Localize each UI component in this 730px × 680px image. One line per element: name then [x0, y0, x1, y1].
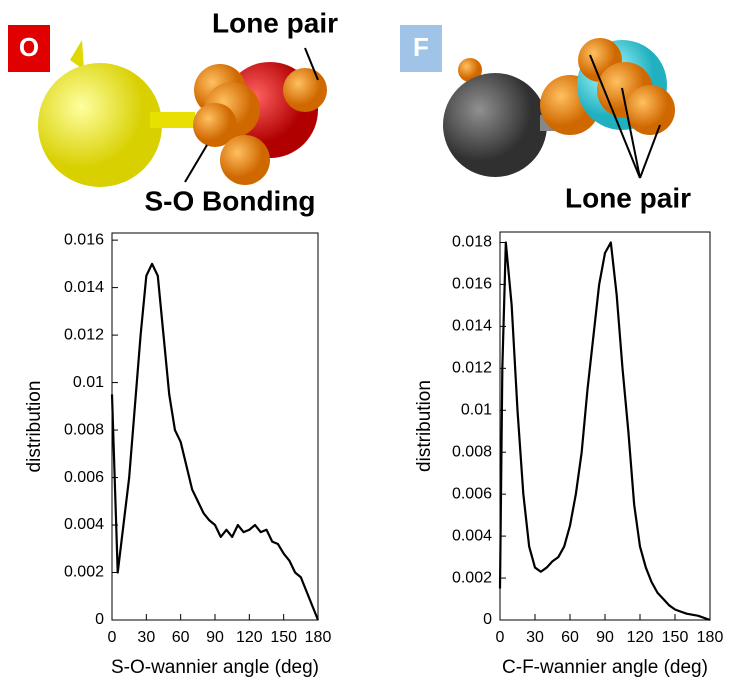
y-tick-label: 0 — [95, 611, 104, 628]
y-axis-label: distribution — [414, 380, 435, 472]
x-tick-label: 60 — [561, 629, 579, 646]
x-tick-label: 120 — [236, 629, 263, 646]
x-tick-label: 0 — [108, 629, 117, 646]
y-tick-label: 0.002 — [64, 564, 104, 581]
label-badge — [400, 25, 442, 72]
x-tick-label: 90 — [596, 629, 614, 646]
x-tick-label: 150 — [662, 629, 689, 646]
y-axis-label: distribution — [24, 381, 45, 473]
molecule-so — [38, 40, 327, 187]
x-tick-label: 0 — [496, 629, 505, 646]
annotation: Lone pair — [565, 182, 691, 213]
x-tick-label: 30 — [526, 629, 544, 646]
y-tick-label: 0 — [483, 611, 492, 628]
annotation: S-O Bonding — [144, 185, 315, 216]
plot-frame — [111, 232, 319, 621]
y-tick-label: 0.004 — [64, 516, 104, 533]
y-tick-label: 0.006 — [452, 485, 492, 502]
y-tick-label: 0.01 — [461, 401, 492, 418]
data-line — [498, 241, 711, 622]
y-tick-label: 0.012 — [64, 326, 104, 343]
panel-label: F — [413, 32, 429, 62]
y-tick-label: 0.018 — [452, 234, 492, 251]
y-tick-label: 0.01 — [73, 374, 104, 391]
x-tick-label: 120 — [627, 629, 654, 646]
annotation: Lone pair — [212, 7, 338, 38]
x-tick-label: 90 — [206, 629, 224, 646]
plot-frame — [499, 231, 711, 621]
x-tick-label: 150 — [270, 629, 297, 646]
label-badge — [8, 25, 50, 72]
x-tick-label: 180 — [305, 629, 332, 646]
y-tick-label: 0.012 — [452, 360, 492, 377]
y-tick-label: 0.008 — [64, 421, 104, 438]
y-tick-label: 0.008 — [452, 443, 492, 460]
y-tick-label: 0.004 — [452, 527, 492, 544]
y-tick-label: 0.014 — [452, 318, 492, 335]
x-tick-label: 30 — [137, 629, 155, 646]
x-axis-label: C-F-wannier angle (deg) — [502, 657, 708, 678]
x-tick-label: 180 — [697, 629, 724, 646]
y-tick-label: 0.002 — [452, 569, 492, 586]
data-line — [110, 262, 320, 621]
molecule-cf — [443, 38, 675, 179]
panel-label: O — [19, 32, 39, 62]
y-tick-label: 0.014 — [64, 279, 104, 296]
x-tick-label: 60 — [172, 629, 190, 646]
x-axis-label: S-O-wannier angle (deg) — [111, 657, 319, 678]
y-tick-label: 0.016 — [452, 276, 492, 293]
y-tick-label: 0.016 — [64, 231, 104, 248]
y-tick-label: 0.006 — [64, 469, 104, 486]
